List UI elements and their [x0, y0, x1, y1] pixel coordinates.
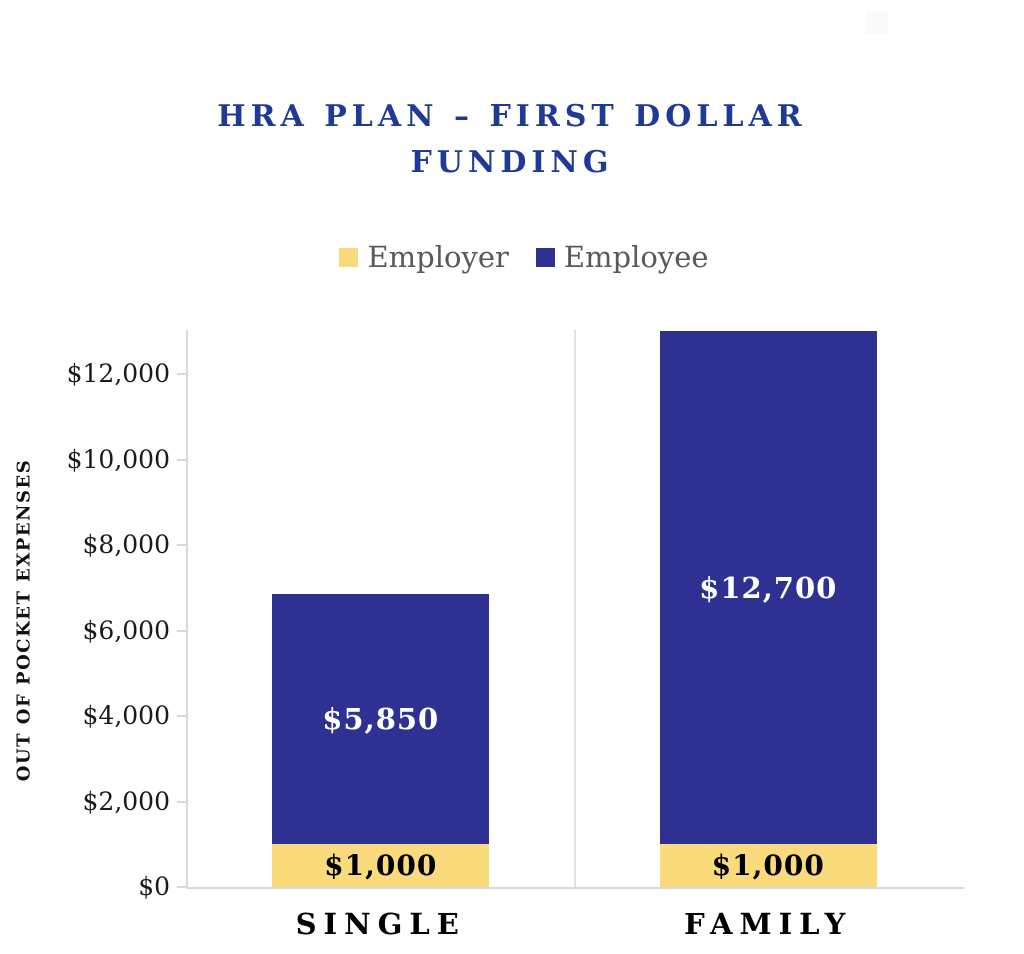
- x-category-label-family: FAMILY: [684, 907, 853, 941]
- y-tick-mark: [177, 373, 187, 376]
- y-tick-mark: [177, 800, 187, 803]
- y-tick-label: $10,000: [66, 444, 170, 474]
- y-tick-label: $6,000: [82, 615, 170, 645]
- bar-family: $12,700 $1,000: [659, 331, 877, 887]
- employee-value-label: $12,700: [699, 570, 838, 605]
- legend-item-employee: Employee: [535, 240, 709, 274]
- plot-area: [186, 330, 964, 889]
- y-tick-mark: [177, 629, 187, 632]
- employee-segment-single: $5,850: [272, 594, 490, 845]
- bar-single: $5,850 $1,000: [272, 594, 490, 887]
- employer-value-label: $1,000: [324, 849, 438, 883]
- employer-segment-family: $1,000: [659, 844, 877, 887]
- legend-label-employee: Employee: [563, 240, 709, 274]
- legend: Employer Employee: [12, 240, 1024, 274]
- employee-value-label: $5,850: [322, 702, 440, 737]
- y-tick-label: $0: [138, 872, 170, 901]
- corner-artifact: [866, 12, 888, 34]
- employer-segment-single: $1,000: [272, 844, 490, 887]
- category-divider-line: [573, 330, 576, 887]
- legend-item-employer: Employer: [339, 240, 509, 274]
- employee-swatch-icon: [535, 247, 555, 267]
- y-tick-label: $8,000: [82, 530, 170, 560]
- y-tick-mark: [177, 458, 187, 461]
- y-tick-mark: [177, 886, 187, 888]
- employer-value-label: $1,000: [711, 849, 825, 883]
- x-category-label-single: SINGLE: [295, 907, 466, 941]
- employee-segment-family: $12,700: [659, 331, 877, 845]
- y-tick-mark: [177, 544, 187, 547]
- y-tick-label: $4,000: [82, 701, 170, 730]
- y-tick-label: $2,000: [82, 786, 170, 816]
- chart-title: HRA PLAN – FIRST DOLLAR FUNDING: [217, 99, 807, 180]
- y-tick-label: $12,000: [66, 359, 170, 389]
- y-tick-mark: [177, 715, 187, 717]
- employer-swatch-icon: [339, 247, 359, 267]
- legend-label-employer: Employer: [367, 240, 509, 274]
